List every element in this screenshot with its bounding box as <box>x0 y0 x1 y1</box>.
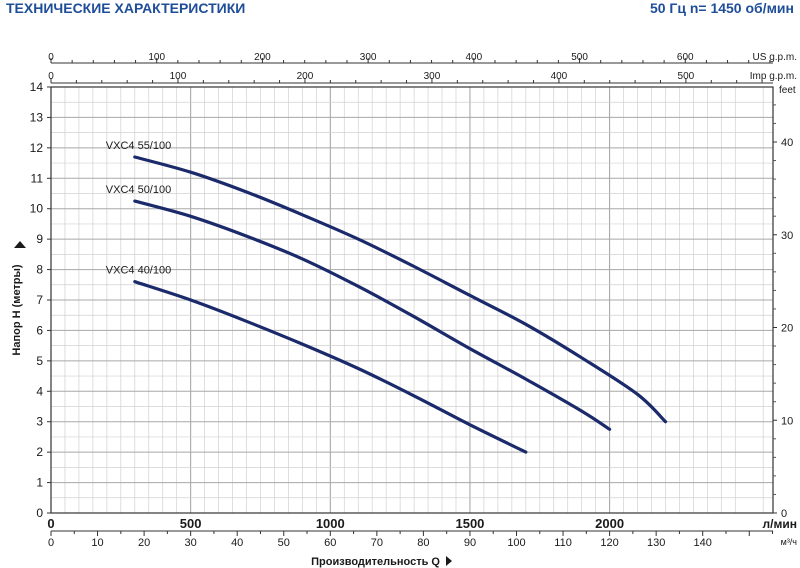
x-axis-unit: л/мин <box>763 517 797 531</box>
x2-tick-label: 110 <box>554 537 572 549</box>
top-tick-label: 0 <box>48 52 54 63</box>
right-tick-label: 30 <box>781 230 793 242</box>
x2-tick-label: 130 <box>647 537 665 549</box>
top-tick-label: 600 <box>677 52 694 63</box>
y-axis-arrow <box>14 241 26 248</box>
y-tick-label: 11 <box>31 171 44 185</box>
top-tick-label: 400 <box>465 52 482 63</box>
y-axis-label: Напор H (метры) <box>11 264 23 355</box>
y-tick-label: 1 <box>36 476 43 490</box>
y-tick-label: 9 <box>36 232 43 246</box>
right-axis-label: feet <box>779 85 796 96</box>
x2-tick-label: 10 <box>91 537 103 549</box>
y-tick-label: 4 <box>36 384 43 398</box>
x-tick-label: 1000 <box>316 516 345 531</box>
right-tick-label: 10 <box>781 415 793 427</box>
x2-tick-label: 120 <box>600 537 618 549</box>
top-tick-label: 500 <box>571 52 588 63</box>
x-tick-label: 0 <box>47 516 54 531</box>
x-tick-label: 2000 <box>595 516 624 531</box>
x2-tick-label: 100 <box>507 537 525 549</box>
x2-tick-label: 20 <box>138 537 150 549</box>
series-line <box>133 155 668 424</box>
series-label: VXC4 50/100 <box>106 184 171 196</box>
series-label: VXC4 55/100 <box>106 140 171 152</box>
top-tick-label: 0 <box>48 71 54 82</box>
x2-tick-label: 50 <box>278 537 290 549</box>
x2-tick-label: 80 <box>417 537 429 549</box>
x-tick-label: 1500 <box>455 516 484 531</box>
speed-label: 50 Гц n= 1450 об/мин <box>649 0 794 16</box>
top-tick-label: 300 <box>360 52 377 63</box>
y-tick-label: 6 <box>36 323 43 337</box>
x-axis-label: Производительность Q <box>311 556 440 568</box>
x2-tick-label: 30 <box>185 537 197 549</box>
right-tick-label: 20 <box>781 323 793 335</box>
top-tick-label: 200 <box>297 71 314 82</box>
x-axis-arrow <box>446 556 452 566</box>
x2-tick-label: 90 <box>464 537 476 549</box>
top-tick-label: 400 <box>551 71 568 82</box>
top-axis-label: Imp g.p.m. <box>750 71 797 82</box>
y-tick-label: 3 <box>36 415 43 429</box>
x2-tick-label: 140 <box>694 537 712 549</box>
series-line <box>133 199 612 431</box>
y-tick-label: 12 <box>30 141 44 155</box>
x2-tick-label: 60 <box>324 537 336 549</box>
series-label: VXC4 40/100 <box>106 265 171 277</box>
y-tick-label: 0 <box>36 506 43 520</box>
y-tick-label: 10 <box>30 202 44 216</box>
top-tick-label: 500 <box>678 71 695 82</box>
y-tick-label: 13 <box>30 110 44 124</box>
top-tick-label: 200 <box>254 52 271 63</box>
right-tick-label: 40 <box>781 137 793 149</box>
y-tick-label: 14 <box>30 80 44 94</box>
top-axis-label: US g.p.m. <box>753 52 797 63</box>
y-tick-label: 5 <box>36 354 43 368</box>
y-tick-label: 7 <box>36 293 43 307</box>
x2-tick-label: 0 <box>48 537 54 549</box>
page-title: ТЕХНИЧЕСКИЕ ХАРАКТЕРИСТИКИ <box>6 0 246 16</box>
top-tick-label: 300 <box>424 71 441 82</box>
series-line <box>133 280 528 454</box>
right-tick-label: 0 <box>781 508 787 520</box>
y-tick-label: 2 <box>36 445 43 459</box>
y-tick-label: 8 <box>36 263 43 277</box>
x-tick-label: 500 <box>180 516 202 531</box>
x2-axis-unit: м³/ч <box>781 537 798 547</box>
top-tick-label: 100 <box>148 52 165 63</box>
x2-tick-label: 70 <box>371 537 383 549</box>
top-tick-label: 100 <box>170 71 187 82</box>
x2-tick-label: 40 <box>231 537 243 549</box>
